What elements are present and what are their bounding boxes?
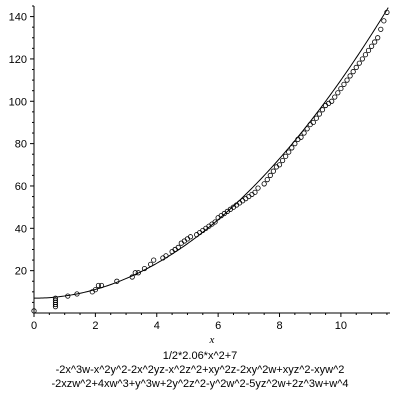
data-point (276, 162, 283, 168)
data-point (356, 60, 362, 66)
data-point (375, 35, 381, 41)
data-point (212, 219, 218, 225)
data-point (310, 119, 316, 126)
data-point (381, 18, 387, 24)
data-point (335, 90, 341, 96)
data-point (194, 232, 200, 238)
data-point (298, 134, 304, 140)
data-point (52, 297, 59, 303)
data-point (114, 278, 120, 284)
data-point (350, 69, 356, 75)
data-point (261, 181, 267, 187)
x-tick-label: 4 (154, 320, 160, 332)
data-points-layer (31, 9, 390, 314)
data-point (279, 157, 286, 164)
x-tick-label: 6 (215, 320, 221, 332)
data-point (169, 249, 175, 255)
data-point (264, 177, 270, 183)
data-point (353, 64, 359, 71)
data-point (129, 274, 135, 280)
data-point (359, 56, 365, 62)
data-point (286, 149, 292, 155)
axes (30, 5, 390, 317)
data-point (301, 130, 307, 136)
data-point (172, 246, 178, 253)
data-point (338, 85, 344, 92)
x-tick-label: 8 (276, 320, 282, 332)
data-point (246, 193, 252, 200)
data-point (378, 26, 384, 32)
data-point (283, 153, 289, 159)
data-point (184, 236, 191, 242)
data-point (347, 73, 353, 79)
data-point (255, 185, 261, 191)
data-point (98, 282, 105, 289)
data-point (95, 282, 102, 289)
fit-curve (33, 7, 389, 299)
data-point (273, 164, 280, 170)
y-tick-label: 140 (9, 12, 27, 24)
x-axis-title: x (209, 334, 215, 346)
y-tick-label: 60 (15, 181, 27, 193)
data-point (313, 115, 319, 121)
data-point (365, 47, 372, 54)
data-point (326, 100, 332, 106)
data-point (332, 94, 338, 100)
data-point (307, 121, 313, 128)
data-point (243, 196, 249, 202)
data-point (267, 172, 273, 178)
data-point (292, 141, 298, 147)
data-point (322, 102, 329, 109)
data-point (384, 9, 390, 15)
data-point (341, 81, 347, 87)
data-point (65, 293, 71, 299)
y-tick-label: 100 (9, 96, 27, 108)
data-point (372, 39, 378, 45)
caption-polynomial-line-1: -2x^3w-x^2y^2-2x^2yz-x^2z^2+xy^2z-2xy^2w… (55, 364, 345, 376)
x-tick-label: 0 (31, 320, 37, 332)
data-point (368, 43, 375, 49)
fit-curve-layer (33, 7, 389, 299)
data-point (289, 145, 295, 151)
data-point (304, 126, 310, 132)
x-tick-label: 2 (92, 320, 98, 332)
data-point (52, 295, 59, 301)
data-point (270, 168, 276, 174)
data-point (237, 200, 243, 206)
data-point (319, 107, 326, 113)
data-point (175, 244, 181, 250)
data-point (252, 189, 258, 195)
data-point (362, 52, 369, 58)
data-point (92, 287, 98, 293)
data-point (240, 198, 246, 204)
y-tick-label: 80 (15, 139, 27, 151)
data-point (141, 265, 148, 272)
y-tick-label: 40 (15, 223, 27, 235)
tick-labels-layer: 0 2 4 6 8 10 20 40 60 80 100 120 140 x (9, 12, 347, 346)
caption-formula-fit: 1/2*2.06*x^2+7 (162, 350, 238, 362)
data-point (31, 308, 37, 314)
data-point (181, 238, 187, 244)
data-point (135, 270, 141, 276)
data-point (344, 77, 350, 83)
data-point (148, 261, 154, 267)
data-point (316, 111, 323, 117)
y-tick-label: 120 (9, 54, 27, 66)
data-point (74, 291, 80, 297)
data-point (329, 98, 335, 104)
data-point (249, 191, 255, 198)
caption-polynomial-line-2: -2xzw^2+4xw^3+y^3w+2y^2z^2-y^2w^2-5yz^2w… (51, 378, 349, 390)
x-tick-label: 10 (335, 320, 347, 332)
data-point (187, 234, 194, 240)
data-point (151, 257, 157, 263)
data-point (132, 270, 138, 276)
data-point (178, 240, 184, 246)
data-point (163, 253, 169, 259)
y-tick-label: 20 (15, 266, 27, 278)
